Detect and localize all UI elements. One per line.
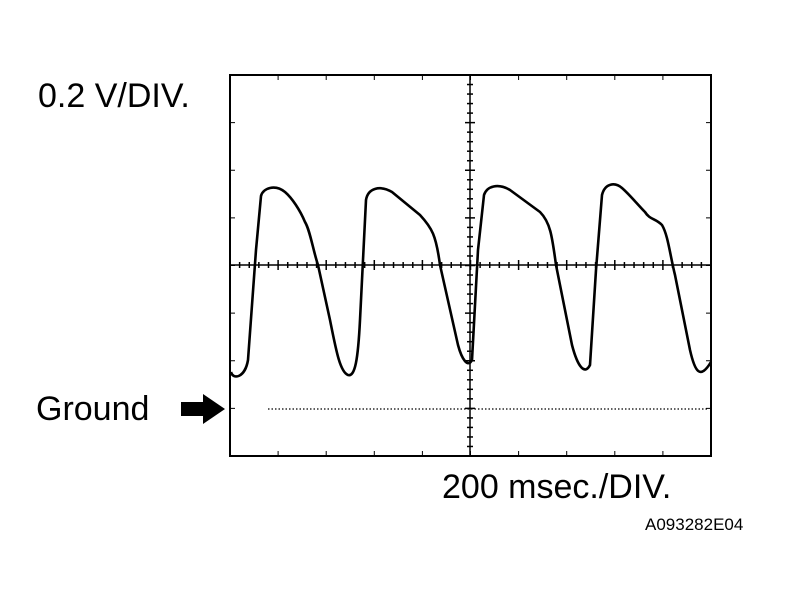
waveform — [229, 183, 713, 378]
graticule-ticks — [229, 74, 712, 457]
voltage-scale-label: 0.2 V/DIV. — [38, 77, 190, 115]
figure-id: A093282E04 — [645, 515, 743, 534]
time-scale-label: 200 msec./DIV. — [442, 468, 671, 506]
ground-arrow — [181, 394, 225, 424]
ground-label: Ground — [36, 390, 149, 428]
